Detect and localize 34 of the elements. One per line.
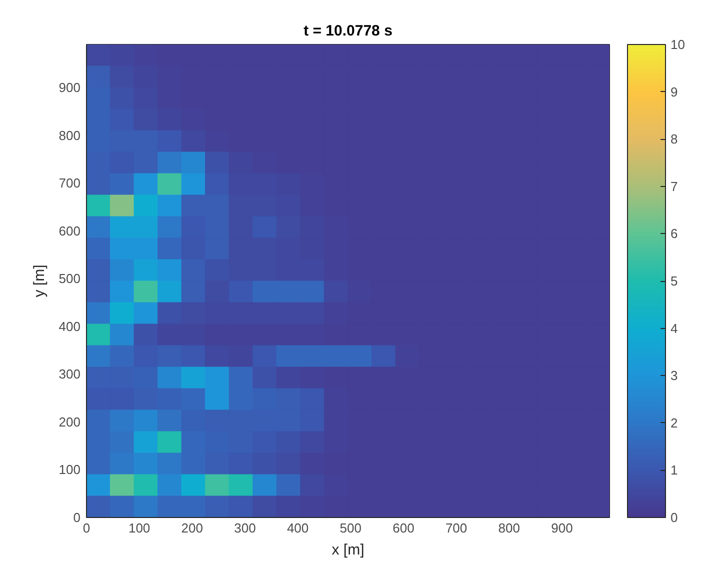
color-bar-label: 10: [670, 37, 685, 52]
color-bar-label: 2: [670, 415, 678, 430]
y-tick-label: 500: [58, 271, 81, 286]
y-tick-label: 0: [73, 510, 81, 525]
y-tick-label: 300: [58, 366, 81, 382]
x-tick-label: 700: [445, 520, 468, 536]
y-tick-label: 400: [58, 318, 81, 334]
x-tick-label: 400: [286, 520, 309, 536]
color-bar-label: 9: [670, 84, 678, 100]
x-tick-label: 200: [181, 520, 204, 536]
y-tick-label: 200: [58, 414, 81, 430]
y-tick-label: 100: [58, 462, 81, 478]
y-tick-label: 900: [58, 80, 81, 95]
y-tick-label: 800: [58, 128, 81, 143]
y-axis-title: y [m]: [30, 264, 48, 298]
x-tick-label: 600: [392, 520, 414, 536]
color-bar-label: 6: [670, 226, 678, 242]
color-bar-label: 5: [670, 274, 678, 288]
x-tick-label: 0: [82, 520, 90, 536]
y-tick-label: 700: [58, 176, 81, 191]
color-bar-label: 3: [670, 368, 678, 384]
chart-title: t = 10.0778 s: [304, 22, 392, 40]
color-bar-label: 7: [670, 178, 678, 194]
x-tick-label: 500: [340, 520, 362, 536]
x-tick-label: 900: [551, 520, 573, 536]
x-tick-label: 300: [234, 520, 256, 536]
x-tick-label: 800: [498, 520, 520, 536]
x-tick-label: 100: [128, 520, 150, 536]
color-bar-label: 8: [670, 132, 678, 147]
color-bar-label: 4: [670, 320, 678, 336]
y-tick-label: 600: [58, 223, 81, 238]
color-bar-label: 1: [670, 462, 678, 478]
x-axis-title: x [m]: [332, 542, 364, 558]
color-bar-label: 0: [670, 510, 678, 525]
